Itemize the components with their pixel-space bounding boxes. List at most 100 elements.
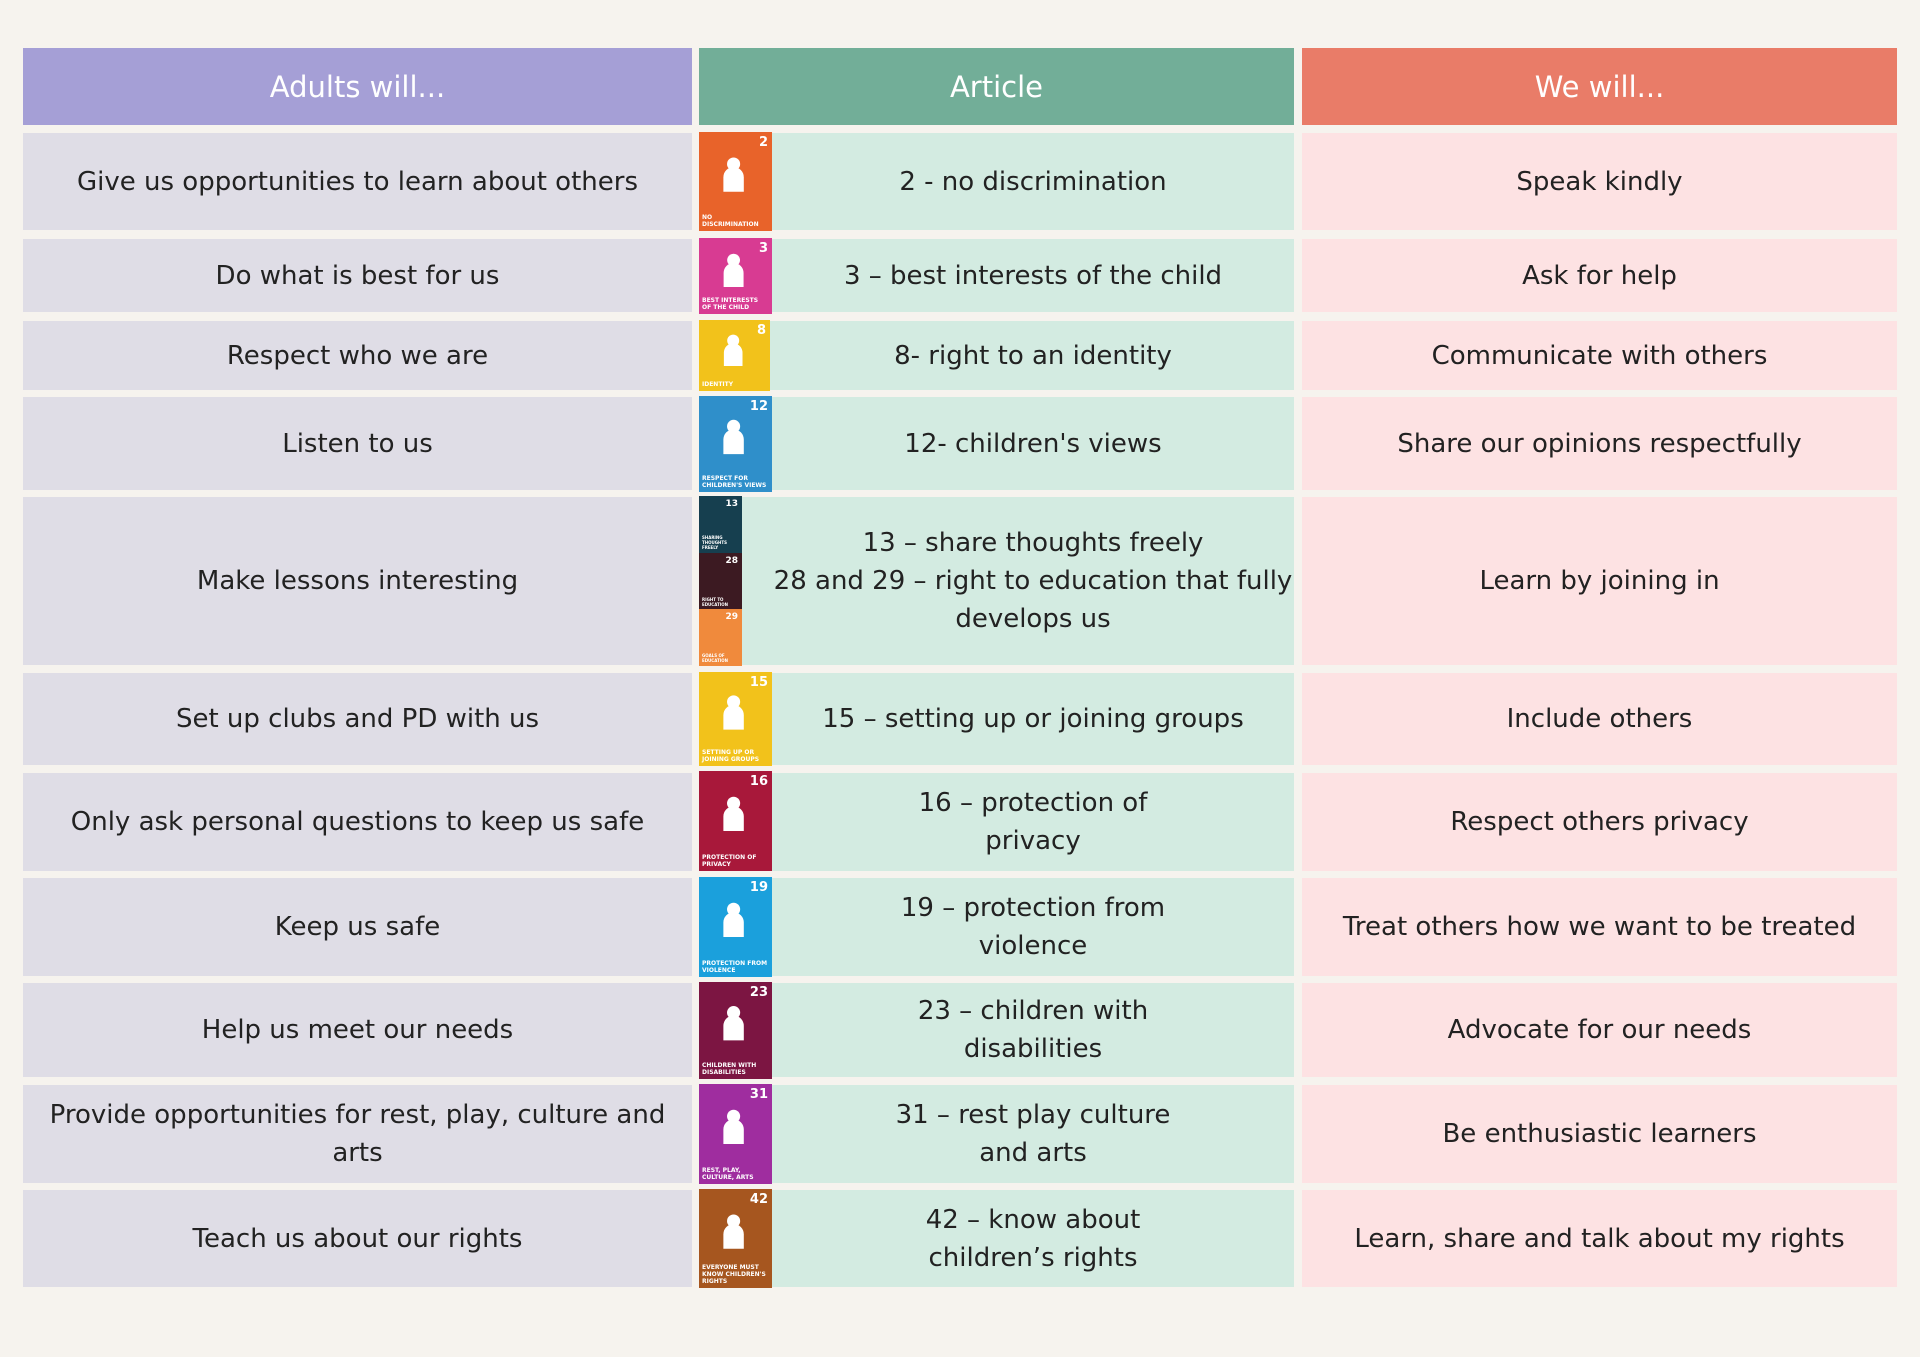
article-cell: 2 - no discrimination bbox=[699, 133, 1294, 230]
icon-label: IDENTITY bbox=[702, 381, 734, 388]
header-cell: Article bbox=[699, 48, 1294, 125]
article-icon: 2 NO DISCRIMINATION bbox=[699, 132, 772, 231]
article-icon: 13 SHARING THOUGHTS FREELY bbox=[699, 496, 742, 553]
article-cell: 3 – best interests of the child bbox=[699, 239, 1294, 312]
we-cell: Learn, share and talk about my rights bbox=[1302, 1190, 1897, 1287]
adults-cell: Provide opportunities for rest, play, cu… bbox=[23, 1085, 692, 1183]
article-cell: 13 – share thoughts freely 28 and 29 – ri… bbox=[699, 497, 1294, 665]
icon-number: 31 bbox=[749, 1087, 768, 1102]
icon-label: GOALS OF EDUCATION bbox=[702, 653, 728, 663]
we-cell: Communicate with others bbox=[1302, 321, 1897, 390]
article-cell: 15 – setting up or joining groups bbox=[699, 673, 1294, 765]
icon-label: SHARING THOUGHTS FREELY bbox=[702, 535, 727, 550]
adults-cell: Make lessons interesting bbox=[23, 497, 692, 665]
icon-figure bbox=[719, 152, 748, 197]
article-icon: 28 RIGHT TO EDUCATION bbox=[699, 553, 742, 610]
we-cell: Learn by joining in bbox=[1302, 497, 1897, 665]
we-cell: Share our opinions respectfully bbox=[1302, 397, 1897, 490]
article-cell: 31 – rest play culture and arts bbox=[699, 1085, 1294, 1183]
we-cell: Include others bbox=[1302, 673, 1897, 765]
icon-number: 2 bbox=[758, 135, 768, 150]
icon-figure bbox=[719, 1001, 748, 1045]
article-cell: 16 – protection of privacy bbox=[699, 773, 1294, 871]
article-line: violence bbox=[978, 931, 1088, 961]
article-cell: 8- right to an identity bbox=[699, 321, 1294, 390]
article-icon: 16 PROTECTION OF PRIVACY bbox=[699, 771, 772, 871]
article-line: privacy bbox=[985, 826, 1081, 856]
article-cell: 19 – protection from violence bbox=[699, 878, 1294, 976]
article-cell: 12- children's views bbox=[699, 397, 1294, 490]
article-line: develops us bbox=[955, 604, 1111, 634]
article-icon: 23 CHILDREN WITH DISABILITIES bbox=[699, 982, 772, 1079]
article-line: 28 and 29 – right to education that full… bbox=[773, 566, 1293, 596]
article-cell: 42 – know about children’s rights bbox=[699, 1190, 1294, 1287]
icon-figure bbox=[719, 1104, 748, 1149]
article-icon: 29 GOALS OF EDUCATION bbox=[699, 609, 742, 666]
adults-cell: Help us meet our needs bbox=[23, 983, 692, 1077]
article-line: disabilities bbox=[963, 1034, 1103, 1064]
icon-label: PROTECTION FROM VIOLENCE bbox=[702, 960, 768, 974]
icon-number: 13 bbox=[725, 499, 738, 509]
icon-label: RIGHT TO EDUCATION bbox=[702, 597, 728, 607]
icon-figure bbox=[719, 253, 748, 288]
article-icon: 19 PROTECTION FROM VIOLENCE bbox=[699, 877, 772, 977]
icon-number: 29 bbox=[725, 612, 738, 622]
article-line: 16 – protection of bbox=[918, 788, 1148, 818]
article-icon: 31 REST, PLAY, CULTURE, ARTS bbox=[699, 1084, 772, 1184]
adults-cell: Give us opportunities to learn about oth… bbox=[23, 133, 692, 230]
icon-label: REST, PLAY, CULTURE, ARTS bbox=[702, 1167, 754, 1181]
article-line: 31 – rest play culture bbox=[895, 1100, 1171, 1130]
article-line: children’s rights bbox=[928, 1242, 1138, 1273]
icon-figure bbox=[719, 897, 748, 942]
icon-label: PROTECTION OF PRIVACY bbox=[702, 854, 757, 868]
icon-number: 42 bbox=[749, 1192, 768, 1207]
adults-cell: Keep us safe bbox=[23, 878, 692, 976]
article-icon: 12 RESPECT FOR CHILDREN'S VIEWS bbox=[699, 396, 772, 492]
header-cell: Adults will... bbox=[23, 48, 692, 125]
adults-cell: Respect who we are bbox=[23, 321, 692, 390]
article-icon: 15 SETTING UP OR JOINING GROUPS bbox=[699, 672, 772, 766]
we-cell: Be enthusiastic learners bbox=[1302, 1085, 1897, 1183]
icon-figure bbox=[719, 1209, 748, 1254]
article-line: 12- children's views bbox=[904, 428, 1162, 459]
article-line: 13 – share thoughts freely bbox=[862, 528, 1204, 558]
icon-figure bbox=[719, 791, 748, 836]
article-icon: 8 IDENTITY bbox=[699, 320, 770, 391]
article-line: 3 – best interests of the child bbox=[843, 260, 1223, 291]
article-line: 8- right to an identity bbox=[894, 340, 1172, 371]
article-line: 19 – protection from bbox=[900, 893, 1166, 923]
icon-label: CHILDREN WITH DISABILITIES bbox=[702, 1062, 757, 1076]
icon-label: BEST INTERESTS OF THE CHILD bbox=[702, 297, 759, 311]
icon-label: EVERYONE MUST KNOW CHILDREN'S RIGHTS bbox=[702, 1264, 766, 1285]
article-icon: 3 BEST INTERESTS OF THE CHILD bbox=[699, 238, 772, 314]
adults-cell: Set up clubs and PD with us bbox=[23, 673, 692, 765]
icon-figure bbox=[719, 415, 748, 458]
article-line: 2 - no discrimination bbox=[899, 166, 1167, 197]
we-cell: Treat others how we want to be treated bbox=[1302, 878, 1897, 976]
icon-figure bbox=[719, 691, 748, 733]
we-cell: Respect others privacy bbox=[1302, 773, 1897, 871]
adults-cell: Teach us about our rights bbox=[23, 1190, 692, 1287]
article-line: and arts bbox=[979, 1138, 1087, 1168]
we-cell: Advocate for our needs bbox=[1302, 983, 1897, 1077]
adults-cell: Do what is best for us bbox=[23, 239, 692, 312]
icon-number: 15 bbox=[749, 675, 768, 690]
article-icon: 42 EVERYONE MUST KNOW CHILDREN'S RIGHTS bbox=[699, 1189, 772, 1288]
header-cell: We will... bbox=[1302, 48, 1897, 125]
icon-label: NO DISCRIMINATION bbox=[702, 214, 759, 228]
article-cell: 23 – children with disabilities bbox=[699, 983, 1294, 1077]
adults-cell: Only ask personal questions to keep us s… bbox=[23, 773, 692, 871]
we-cell: Speak kindly bbox=[1302, 133, 1897, 230]
we-cell: Ask for help bbox=[1302, 239, 1897, 312]
article-line: 23 – children with bbox=[917, 996, 1149, 1026]
icon-number: 28 bbox=[725, 556, 738, 566]
icon-number: 16 bbox=[749, 774, 768, 789]
article-line: 15 – setting up or joining groups bbox=[822, 704, 1244, 734]
icon-label: RESPECT FOR CHILDREN'S VIEWS bbox=[702, 475, 767, 489]
icon-number: 23 bbox=[749, 985, 768, 1000]
article-line: 42 – know about bbox=[925, 1204, 1141, 1235]
icon-number: 8 bbox=[756, 323, 766, 338]
icon-figure bbox=[719, 334, 747, 367]
icon-label: SETTING UP OR JOINING GROUPS bbox=[702, 749, 760, 763]
